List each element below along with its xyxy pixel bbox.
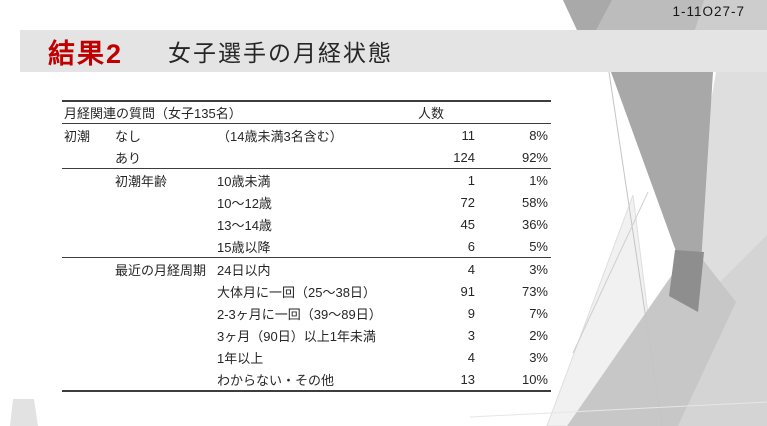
table-row: 1年以上 4 3%: [62, 346, 551, 368]
title-band-background: [20, 30, 767, 72]
cell-count: 4: [467, 261, 475, 277]
cell-label: 初潮年齢: [115, 173, 168, 189]
cell-sublabel: 10〜12歳: [217, 195, 272, 211]
title-band: 結果2 女子選手の月経状態: [20, 30, 767, 72]
table-row: 15歳以降 6 5%: [62, 235, 551, 258]
cell-count: 91: [460, 283, 475, 299]
cell-sublabel: 15歳以降: [217, 239, 271, 255]
cell-sublabel: （14歳未満3名含む）: [217, 128, 343, 144]
cell-count: 3: [467, 327, 475, 343]
header-question: 月経関連の質問（女子135名）: [64, 106, 242, 121]
cell-percent: 92%: [521, 149, 548, 165]
cell-sublabel: 3ヶ月（90日）以上1年未満: [217, 328, 376, 344]
cell-label: 最近の月経周期: [115, 262, 207, 278]
table-row: 2-3ヶ月に一回（39〜89日） 9 7%: [62, 302, 551, 324]
cell-sublabel: 10歳未満: [217, 173, 271, 189]
table-row: わからない・その他 13 10%: [62, 368, 551, 390]
facet-hairline-2: [572, 191, 649, 354]
cell-count: 1: [467, 172, 475, 188]
cell-count: 45: [460, 216, 475, 232]
slide-id-label: 1-11O27-7: [672, 4, 745, 19]
cell-sublabel: 24日以内: [217, 262, 271, 278]
cell-count: 72: [460, 194, 475, 210]
page-title: 女子選手の月経状態: [168, 40, 394, 66]
cell-group: 初潮: [64, 128, 91, 144]
cell-label: なし: [115, 128, 142, 144]
table-row: 3ヶ月（90日）以上1年未満 3 2%: [62, 324, 551, 346]
cell-count: 4: [467, 349, 475, 365]
cell-sublabel: わからない・その他: [217, 372, 335, 388]
facet-hairline-1: [608, 71, 663, 426]
cell-percent: 1%: [529, 172, 548, 188]
cell-label: あり: [115, 150, 142, 166]
cell-count: 11: [461, 127, 476, 143]
table-row: 初潮年齢 10歳未満 1 1%: [62, 169, 551, 191]
bottom-left-facet: [10, 399, 38, 426]
cell-percent: 7%: [529, 305, 548, 321]
cell-sublabel: 2-3ヶ月に一回（39〜89日）: [217, 306, 382, 322]
table-row: 最近の月経周期 24日以内 4 3%: [62, 258, 551, 280]
cell-percent: 3%: [529, 349, 548, 365]
cell-count: 9: [467, 305, 475, 321]
results-table: 月経関連の質問（女子135名） 人数 初潮 なし （14歳未満3名含む） 11 …: [62, 100, 551, 392]
table-row: 13〜14歳 45 36%: [62, 213, 551, 235]
cell-percent: 2%: [529, 327, 548, 343]
cell-percent: 3%: [529, 261, 548, 277]
table-header-row: 月経関連の質問（女子135名） 人数: [62, 102, 551, 124]
cell-percent: 10%: [521, 371, 548, 387]
cell-percent: 5%: [529, 238, 548, 254]
cell-percent: 58%: [521, 194, 548, 210]
corner-facet-light: [695, 0, 767, 30]
cell-percent: 36%: [521, 216, 548, 232]
table-row: あり 124 92%: [62, 146, 551, 169]
title-prefix: 結果2: [48, 38, 124, 69]
corner-facet-dark: [563, 0, 612, 30]
cell-sublabel: 大体月に一回（25〜38日）: [217, 284, 376, 300]
side-facet-overlap-diamond: [669, 250, 704, 312]
cell-percent: 8%: [529, 127, 548, 143]
facet-hairline-3: [469, 401, 767, 418]
cell-percent: 73%: [521, 283, 548, 299]
cell-count: 124: [453, 149, 475, 165]
cell-sublabel: 1年以上: [217, 350, 264, 366]
header-count: 人数: [418, 106, 445, 121]
table-row: 大体月に一回（25〜38日） 91 73%: [62, 280, 551, 302]
cell-count: 13: [460, 371, 475, 387]
table-row: 初潮 なし （14歳未満3名含む） 11 8%: [62, 124, 551, 146]
cell-sublabel: 13〜14歳: [217, 217, 272, 233]
table-row: 10〜12歳 72 58%: [62, 191, 551, 213]
cell-count: 6: [467, 238, 475, 254]
